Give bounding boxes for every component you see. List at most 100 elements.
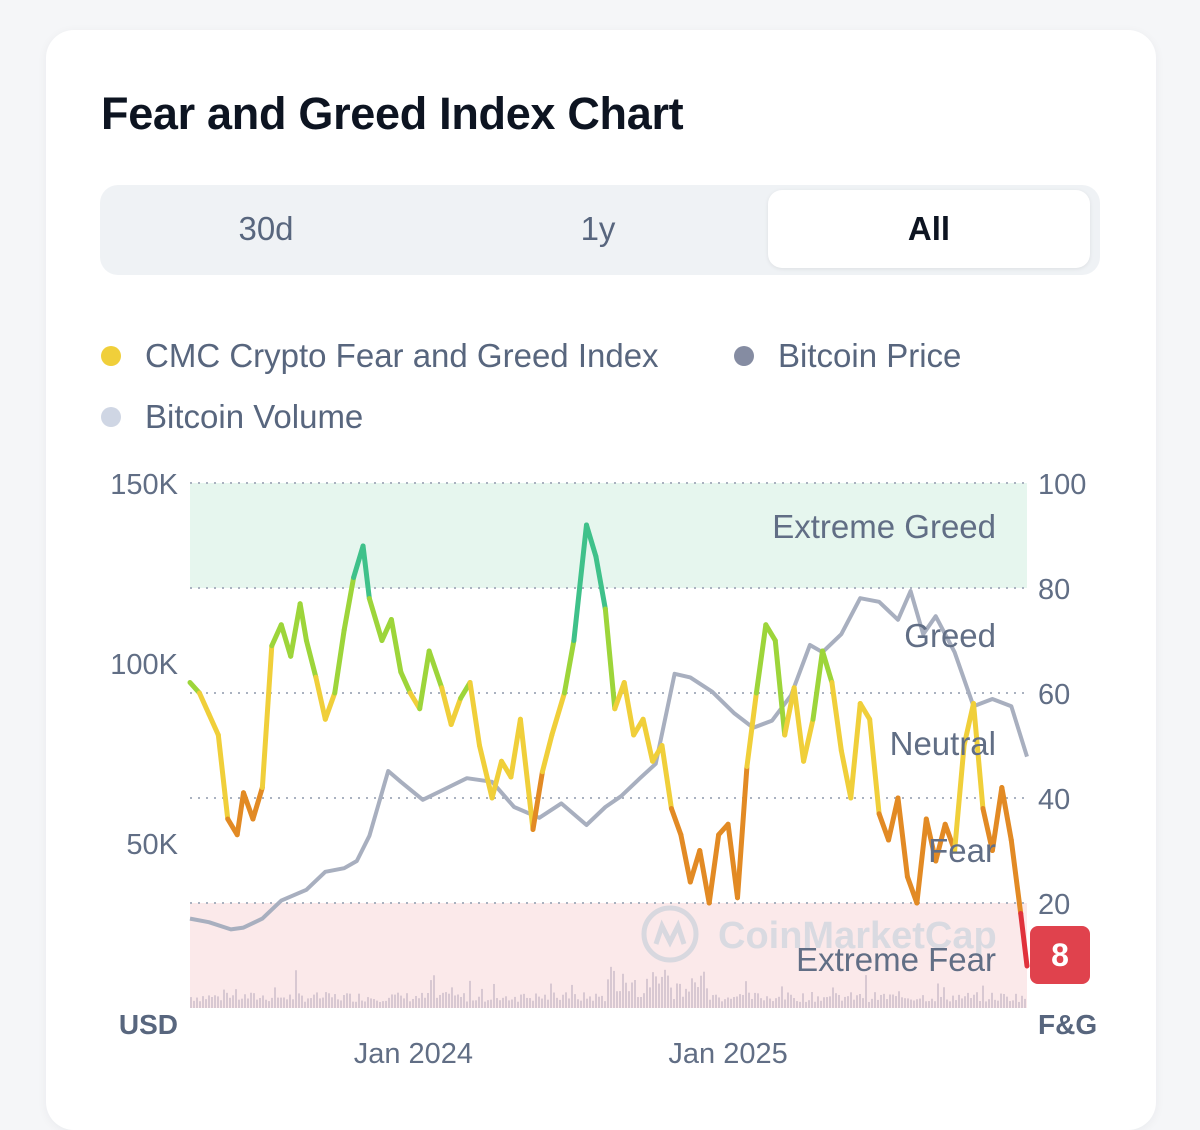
- volume-bar: [733, 997, 735, 1008]
- fear-greed-segment: [914, 816, 929, 906]
- volume-bar: [430, 980, 432, 1008]
- volume-bar: [925, 1001, 927, 1008]
- volume-bar: [232, 995, 234, 1008]
- volume-bar: [1006, 996, 1008, 1008]
- legend-bitcoin-volume[interactable]: Bitcoin Volume: [101, 398, 363, 436]
- volume-bar: [610, 966, 612, 1008]
- volume-bar: [616, 991, 618, 1008]
- volume-bar: [985, 1001, 987, 1008]
- volume-bar: [757, 993, 759, 1008]
- legend-dot-icon: [734, 346, 754, 366]
- right-axis-tick-label: 60: [1038, 679, 1070, 711]
- volume-bar: [730, 998, 732, 1008]
- fear-greed-segment: [467, 680, 482, 748]
- volume-bar: [754, 992, 756, 1008]
- volume-bar: [238, 999, 240, 1008]
- volume-bar: [346, 993, 348, 1008]
- right-axis-tick-label: 100: [1038, 469, 1086, 501]
- volume-bar: [190, 997, 192, 1008]
- volume-bar: [328, 993, 330, 1008]
- volume-bar: [640, 997, 642, 1008]
- volume-bar: [769, 998, 771, 1008]
- volume-bar: [514, 996, 516, 1008]
- volume-bar: [235, 989, 237, 1008]
- tab-all[interactable]: All: [768, 190, 1090, 268]
- volume-bar: [817, 996, 819, 1008]
- fear-greed-segment: [801, 716, 816, 764]
- fear-greed-segment: [250, 785, 265, 822]
- volume-bar: [835, 993, 837, 1008]
- fear-greed-segment: [867, 716, 882, 817]
- volume-bar: [418, 998, 420, 1008]
- right-axis-tick-label: 20: [1038, 889, 1070, 921]
- volume-bar: [634, 980, 636, 1008]
- volume-bar: [670, 987, 672, 1008]
- volume-bar: [562, 994, 564, 1008]
- volume-bar: [193, 1000, 195, 1008]
- volume-bar: [307, 998, 309, 1008]
- current-value-text: 8: [1051, 937, 1069, 973]
- tab-30d[interactable]: 30d: [238, 210, 294, 247]
- fear-greed-segment: [659, 743, 674, 811]
- zone-label: Fear: [928, 832, 996, 869]
- fear-greed-segment: [215, 732, 231, 822]
- volume-bar: [883, 993, 885, 1008]
- volume-bar: [577, 999, 579, 1008]
- volume-bar: [607, 979, 609, 1008]
- volume-bar: [991, 992, 993, 1008]
- volume-bar: [550, 983, 552, 1008]
- fear-greed-segment: [640, 716, 656, 764]
- tab-1y[interactable]: 1y: [580, 210, 616, 247]
- volume-bar: [517, 1001, 519, 1008]
- fear-greed-segment: [678, 832, 693, 885]
- volume-bar: [703, 971, 705, 1008]
- volume-bar: [736, 996, 738, 1008]
- volume-bar: [697, 987, 699, 1008]
- volume-bar: [586, 998, 588, 1008]
- fear-greed-segment: [313, 674, 328, 722]
- volume-bar: [301, 995, 303, 1008]
- volume-bar: [538, 996, 540, 1008]
- fear-greed-segment: [388, 617, 404, 675]
- volume-bar: [358, 993, 360, 1008]
- volume-bar: [373, 999, 375, 1008]
- volume-bar: [880, 994, 882, 1008]
- volume-bar: [244, 994, 246, 1008]
- fear-greed-segment: [332, 627, 347, 696]
- volume-bar: [493, 983, 495, 1008]
- fear-greed-segment: [923, 816, 939, 864]
- fear-greed-segment: [196, 690, 212, 717]
- fear-greed-segment: [782, 685, 797, 738]
- volume-bar: [502, 997, 504, 1008]
- fear-greed-segment: [288, 601, 303, 659]
- volume-bar: [919, 998, 921, 1008]
- fear-greed-segment: [571, 522, 589, 643]
- volume-bar: [268, 1001, 270, 1008]
- volume-bar: [829, 996, 831, 1008]
- volume-bar: [280, 997, 282, 1008]
- volume-bar: [1000, 993, 1002, 1008]
- volume-bar: [523, 993, 525, 1008]
- volume-bar: [688, 991, 690, 1008]
- volume-bar: [217, 996, 219, 1008]
- fear-greed-segment: [530, 769, 545, 832]
- fear-greed-segment: [1018, 911, 1030, 969]
- volume-bar: [310, 998, 312, 1008]
- volume-bar: [802, 993, 804, 1008]
- volume-bar: [400, 995, 402, 1008]
- volume-bar: [712, 995, 714, 1008]
- volume-bar: [940, 996, 942, 1008]
- volume-bar: [508, 1000, 510, 1008]
- volume-bar: [250, 992, 252, 1008]
- volume-bar: [466, 1001, 468, 1008]
- volume-bar: [421, 992, 423, 1008]
- left-axis-title: USD: [119, 1009, 178, 1040]
- fear-greed-segment: [999, 785, 1014, 843]
- volume-bar: [796, 1001, 798, 1008]
- volume-bar: [868, 1001, 870, 1008]
- volume-bar: [292, 999, 294, 1008]
- volume-bar: [490, 999, 492, 1008]
- legend-fear-greed[interactable]: CMC Crypto Fear and Greed Index: [101, 337, 659, 375]
- legend-bitcoin-price[interactable]: Bitcoin Price: [734, 337, 961, 375]
- volume-bar: [535, 993, 537, 1008]
